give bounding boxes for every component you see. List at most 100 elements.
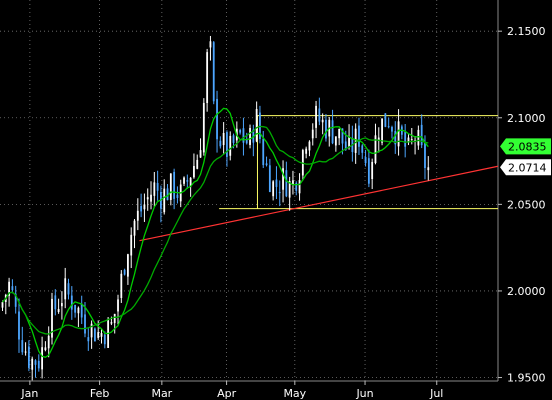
candle-body-down xyxy=(54,295,57,310)
moving-average-fast xyxy=(2,107,429,359)
candle-body-up xyxy=(127,254,129,277)
last-price-flag: 2.0714 xyxy=(500,159,551,176)
candle-body-up xyxy=(249,128,251,145)
candle-body-up xyxy=(146,197,149,200)
candle-body-down xyxy=(325,119,327,139)
y-tick-labels: 1.9500 2.0000 2.0500 2.1000 2.1500 xyxy=(498,25,546,385)
candle-body-down xyxy=(278,192,281,194)
candle-body-up xyxy=(377,137,380,141)
candle-body-up xyxy=(110,322,113,324)
candle-body-down xyxy=(70,295,73,310)
candle-body-down xyxy=(245,138,248,144)
candle-body-down xyxy=(37,360,40,369)
x-tick-label: Jun xyxy=(355,387,373,400)
candle-body-up xyxy=(209,41,212,48)
candle-body-down xyxy=(364,157,367,164)
y-tick-label: 2.1000 xyxy=(507,112,546,125)
y-tick-label: 2.1500 xyxy=(507,25,546,38)
ma-value-flag-shape xyxy=(500,138,551,155)
candle-body-down xyxy=(80,303,83,318)
candle-body-down xyxy=(156,182,159,191)
candle-body-down xyxy=(424,143,426,168)
candle-body-up xyxy=(407,137,410,143)
candle-body-up xyxy=(371,161,374,180)
candle-body-down xyxy=(34,360,37,365)
candle-body-up xyxy=(348,137,350,147)
candle-body-up xyxy=(282,168,284,190)
candle-body-down xyxy=(358,125,360,147)
moving-average-slow xyxy=(2,125,429,335)
candle-body-up xyxy=(133,220,136,236)
candle-body-up xyxy=(199,150,202,158)
candle-body-up xyxy=(1,302,4,308)
candle-body-up xyxy=(381,118,383,143)
candle-body-up xyxy=(202,102,205,153)
candle-body-up xyxy=(120,273,123,298)
candle-body-down xyxy=(295,182,298,191)
candle-body-down xyxy=(84,314,86,334)
candle-body-down xyxy=(123,269,126,275)
candle-body-down xyxy=(87,337,90,342)
candle-body-down xyxy=(226,132,228,157)
candle-body-up xyxy=(354,128,357,153)
candle-body-up xyxy=(51,298,53,338)
candle-body-down xyxy=(212,42,215,102)
candle-body-up xyxy=(298,180,301,194)
candle-body-up xyxy=(193,165,195,178)
candle-body-down xyxy=(67,283,70,295)
candle-body-up xyxy=(189,177,192,187)
candle-body-down xyxy=(387,126,390,128)
candle-body-up xyxy=(169,173,172,200)
trend-line-layer xyxy=(139,165,499,242)
candle-body-down xyxy=(14,293,17,307)
candle-body-down xyxy=(331,120,334,144)
candle-body-up xyxy=(183,177,185,184)
last-price-label: 2.0714 xyxy=(508,161,547,174)
candle-body-up xyxy=(196,159,199,169)
candle-body-up xyxy=(44,347,47,351)
last-price-flag-shape xyxy=(500,159,551,176)
candle-body-down xyxy=(232,135,235,143)
candle-body-down xyxy=(18,311,20,340)
candle-body-up xyxy=(229,135,232,156)
candle-body-up xyxy=(117,299,119,312)
x-tick-label: May xyxy=(283,387,306,400)
candle-body-up xyxy=(153,182,156,196)
axis-layer xyxy=(0,0,499,382)
candle-body-up xyxy=(8,281,10,296)
x-tick-labels: Jan Feb Mar Apr May Jun Jul xyxy=(20,381,443,400)
candle-body-down xyxy=(219,140,222,147)
candle-body-down xyxy=(140,205,143,212)
moving-averages xyxy=(2,107,429,359)
candle-body-up xyxy=(100,333,103,337)
candle-body-up xyxy=(31,358,34,370)
candle-body-down xyxy=(21,340,24,353)
candle-body-up xyxy=(417,129,420,146)
candle-body-down xyxy=(186,180,189,182)
ma-value-label: 2.0835 xyxy=(508,140,547,153)
candle-body-up xyxy=(150,194,152,202)
candle-body-up xyxy=(311,129,314,139)
candle-body-down xyxy=(361,145,364,153)
candle-body-up xyxy=(77,307,80,314)
y-tick-label: 1.9500 xyxy=(507,372,546,385)
candle-body-down xyxy=(404,132,407,147)
x-tick-label: Feb xyxy=(90,387,109,400)
candle-body-down xyxy=(176,194,179,198)
candlestick-series xyxy=(1,35,430,381)
candle-body-up xyxy=(90,323,93,338)
candle-body-up xyxy=(47,335,50,349)
candle-body-down xyxy=(166,188,169,201)
candle-body-up xyxy=(427,167,430,171)
candle-body-up xyxy=(97,332,100,338)
candle-body-up xyxy=(136,210,139,221)
candle-body-down xyxy=(420,124,423,146)
candle-body-down xyxy=(318,108,321,122)
candle-body-up xyxy=(321,119,324,123)
candle-body-up xyxy=(143,204,146,210)
candle-body-down xyxy=(74,304,77,313)
candle-body-up xyxy=(338,128,341,139)
candle-body-up xyxy=(60,303,63,307)
